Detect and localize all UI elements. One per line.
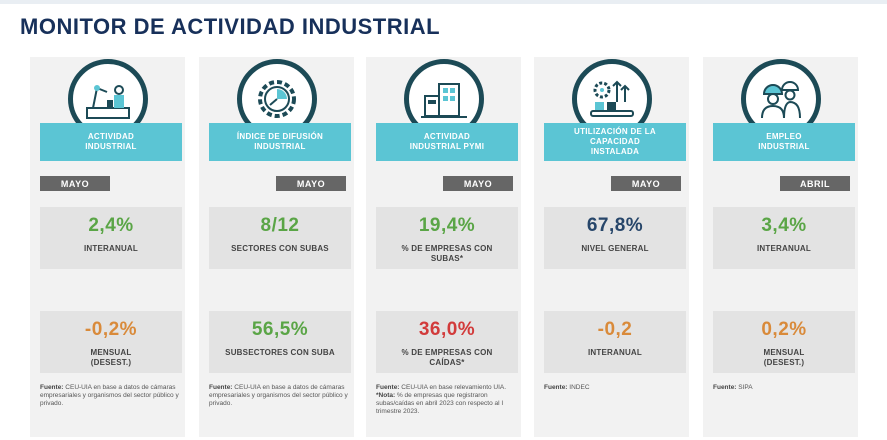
indicator-label: ÍNDICE DE DIFUSIÓN INDUSTRIAL: [236, 132, 324, 151]
source-text: CEU-UIA en base a datos de cámaras empre…: [40, 384, 179, 407]
top-sub-label: INTERANUAL: [84, 244, 138, 253]
source-text: SIPA: [736, 384, 753, 391]
label-box: ÍNDICE DE DIFUSIÓN INDUSTRIAL: [209, 123, 351, 161]
indicator-label: ACTIVIDAD INDUSTRIAL: [85, 132, 137, 151]
card-empleo-industrial: EMPLEO INDUSTRIAL ABRIL 3,4% INTERANUAL …: [703, 57, 858, 437]
indicator-label: ACTIVIDAD INDUSTRIAL PYMI: [409, 132, 485, 151]
month-badge: MAYO: [40, 176, 110, 191]
top-value-box: 8/12 SECTORES CON SUBAS: [209, 207, 351, 269]
source-note: Fuente: INDEC: [544, 384, 689, 392]
indicator-label: UTILIZACIÓN DE LA CAPACIDAD INSTALADA: [574, 127, 656, 156]
top-value: 3,4%: [761, 215, 807, 236]
top-sub-label: INTERANUAL: [757, 244, 811, 253]
note-label: *Nota:: [376, 392, 396, 399]
source-label: Fuente:: [40, 384, 64, 391]
bottom-value-box: -0,2% MENSUAL (DESEST.): [40, 311, 182, 373]
bottom-value: -0,2: [597, 319, 633, 340]
source-label: Fuente:: [376, 384, 400, 391]
bottom-value-box: -0,2 INTERANUAL: [544, 311, 686, 373]
top-sub-label: NIVEL GENERAL: [581, 244, 649, 253]
month-badge: MAYO: [611, 176, 681, 191]
source-note: Fuente: CEU-UIA en base relevamiento UIA…: [376, 384, 521, 416]
top-value: 8/12: [260, 215, 300, 236]
source-note: Fuente: CEU-UIA en base a datos de cámar…: [40, 384, 185, 408]
top-sub-label: SECTORES CON SUBAS: [231, 244, 329, 253]
bottom-sub-label: INTERANUAL: [588, 348, 642, 357]
bottom-sub-label: SUBSECTORES CON SUBA: [225, 348, 335, 357]
source-note: Fuente: SIPA: [713, 384, 858, 392]
source-label: Fuente:: [544, 384, 568, 391]
note-text: % de empresas que registraron subas/caíd…: [376, 392, 504, 415]
source-note: Fuente: CEU-UIA en base a datos de cámar…: [209, 384, 354, 408]
bottom-value: 36,0%: [418, 319, 476, 340]
page-title: MONITOR DE ACTIVIDAD INDUSTRIAL: [20, 14, 441, 39]
card-actividad-industrial: ACTIVIDAD INDUSTRIAL MAYO 2,4% INTERANUA…: [30, 57, 185, 437]
top-sub-label: % DE EMPRESAS CON SUBAS*: [401, 244, 493, 263]
source-text: CEU-UIA en base a datos de cámaras empre…: [209, 384, 348, 407]
card-actividad-pymi: ACTIVIDAD INDUSTRIAL PYMI MAYO 19,4% % D…: [366, 57, 521, 437]
top-value: 19,4%: [418, 215, 476, 236]
card-capacidad-instalada: UTILIZACIÓN DE LA CAPACIDAD INSTALADA MA…: [534, 57, 689, 437]
card-indice-difusion: ÍNDICE DE DIFUSIÓN INDUSTRIAL MAYO 8/12 …: [199, 57, 354, 437]
bottom-sub-label: MENSUAL (DESEST.): [90, 348, 132, 367]
top-value-box: 2,4% INTERANUAL: [40, 207, 182, 269]
source-text: CEU-UIA en base relevamiento UIA.: [399, 384, 507, 391]
bottom-value: 56,5%: [251, 319, 309, 340]
bottom-value-box: 0,2% MENSUAL (DESEST.): [713, 311, 855, 373]
label-box: EMPLEO INDUSTRIAL: [713, 123, 855, 161]
label-box: ACTIVIDAD INDUSTRIAL PYMI: [376, 123, 518, 161]
bottom-value: 0,2%: [761, 319, 807, 340]
top-value: 2,4%: [88, 215, 134, 236]
top-value: 67,8%: [586, 215, 644, 236]
bottom-value: -0,2%: [84, 319, 138, 340]
bottom-value-box: 56,5% SUBSECTORES CON SUBA: [209, 311, 351, 373]
top-value-box: 19,4% % DE EMPRESAS CON SUBAS*: [376, 207, 518, 269]
source-label: Fuente:: [713, 384, 737, 391]
top-border: [0, 0, 887, 4]
top-value-box: 3,4% INTERANUAL: [713, 207, 855, 269]
label-box: UTILIZACIÓN DE LA CAPACIDAD INSTALADA: [544, 123, 686, 161]
month-badge: MAYO: [443, 176, 513, 191]
top-value-box: 67,8% NIVEL GENERAL: [544, 207, 686, 269]
label-box: ACTIVIDAD INDUSTRIAL: [40, 123, 182, 161]
source-label: Fuente:: [209, 384, 233, 391]
month-badge: MAYO: [276, 176, 346, 191]
bottom-sub-label: MENSUAL (DESEST.): [763, 348, 805, 367]
bottom-sub-label: % DE EMPRESAS CON CAÍDAS*: [401, 348, 493, 367]
month-badge: ABRIL: [780, 176, 850, 191]
indicator-label: EMPLEO INDUSTRIAL: [758, 132, 810, 151]
bottom-value-box: 36,0% % DE EMPRESAS CON CAÍDAS*: [376, 311, 518, 373]
source-text: INDEC: [567, 384, 590, 391]
